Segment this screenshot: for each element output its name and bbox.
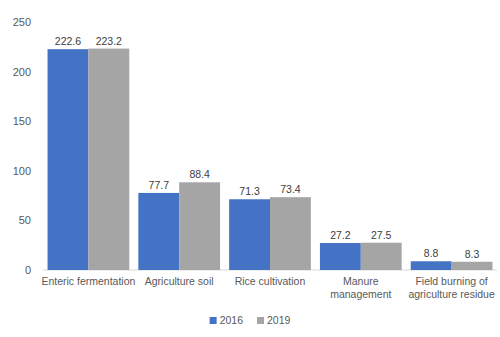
bar xyxy=(452,262,493,270)
data-label: 222.6 xyxy=(55,35,81,47)
x-tick-label: Field burning ofagriculture residue xyxy=(408,275,495,300)
data-labels: 222.6 77.7 71.3 27.2 8.8 223.2 88.4 73.4 27.5 8.3 xyxy=(55,35,480,260)
data-label: 77.7 xyxy=(149,179,170,191)
bar xyxy=(179,182,220,270)
legend-swatch xyxy=(210,317,217,324)
bar xyxy=(138,193,179,270)
data-label: 8.8 xyxy=(424,247,439,259)
data-label: 8.3 xyxy=(465,248,480,260)
legend-item: 2016 xyxy=(210,314,244,326)
x-tick-label: Rice cultivation xyxy=(235,275,306,287)
x-tick-label: Enteric fermentation xyxy=(41,275,135,287)
legend-item: 2019 xyxy=(257,314,291,326)
data-label: 71.3 xyxy=(239,185,260,197)
bar xyxy=(361,243,402,270)
bar xyxy=(411,261,452,270)
bar xyxy=(320,243,361,270)
y-tick-label: 50 xyxy=(19,214,31,226)
x-tick-label: Agriculture soil xyxy=(145,275,214,287)
x-tick-label: Manuremanagement xyxy=(330,275,391,300)
chart-container: 0 50 100 150 200 250 222.6 77.7 71.3 27.2 8.8 223.2… xyxy=(0,0,500,337)
y-tick-label: 0 xyxy=(25,264,31,276)
y-tick-label: 100 xyxy=(13,165,31,177)
bar xyxy=(229,199,270,270)
data-label: 223.2 xyxy=(96,35,122,47)
label-line: Manure xyxy=(343,275,379,287)
legend-label: 2019 xyxy=(267,314,291,326)
y-tick-label: 200 xyxy=(13,66,31,78)
data-label: 88.4 xyxy=(189,168,210,180)
label-line: agriculture residue xyxy=(408,288,495,300)
bar xyxy=(88,49,129,270)
label-line: Rice cultivation xyxy=(235,275,306,287)
y-tick-label: 150 xyxy=(13,115,31,127)
bar xyxy=(270,197,311,270)
legend-label: 2016 xyxy=(220,314,244,326)
label-line: Agriculture soil xyxy=(145,275,214,287)
legend: 2016 2019 xyxy=(210,314,291,326)
data-label: 27.2 xyxy=(330,229,351,241)
label-line: Field burning of xyxy=(415,275,487,287)
bars xyxy=(48,49,493,270)
chart-svg: 0 50 100 150 200 250 222.6 77.7 71.3 27.2 8.8 223.2… xyxy=(0,0,500,337)
label-line: management xyxy=(330,288,391,300)
legend-swatch xyxy=(257,317,264,324)
data-label: 27.5 xyxy=(371,229,392,241)
label-line: Enteric fermentation xyxy=(41,275,135,287)
y-tick-label: 250 xyxy=(13,16,31,28)
data-label: 73.4 xyxy=(280,183,301,195)
bar xyxy=(48,49,89,270)
